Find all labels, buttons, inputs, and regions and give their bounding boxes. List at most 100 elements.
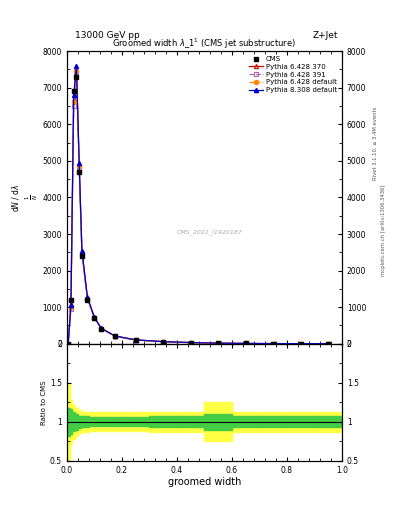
Pythia 8.308 default <box>113 333 118 339</box>
CMS <box>133 337 138 343</box>
Pythia 8.308 default <box>72 92 76 98</box>
CMS <box>113 333 118 339</box>
Pythia 6.428 370 <box>243 340 248 347</box>
Pythia 6.428 default <box>85 296 90 302</box>
Text: mcplots.cern.ch [arXiv:1306.3436]: mcplots.cern.ch [arXiv:1306.3436] <box>381 185 386 276</box>
Pythia 6.428 default <box>326 340 331 347</box>
Pythia 6.428 370 <box>99 325 104 331</box>
Text: 13000 GeV pp: 13000 GeV pp <box>75 31 140 40</box>
Pythia 6.428 391 <box>298 340 303 347</box>
Pythia 6.428 default <box>188 339 193 346</box>
Line: Pythia 6.428 391: Pythia 6.428 391 <box>66 71 330 346</box>
Line: Pythia 8.308 default: Pythia 8.308 default <box>66 64 330 346</box>
Pythia 6.428 391 <box>79 251 84 257</box>
Pythia 6.428 391 <box>68 306 73 312</box>
Pythia 6.428 370 <box>77 161 82 167</box>
Pythia 6.428 370 <box>79 249 84 255</box>
Pythia 6.428 370 <box>188 339 193 346</box>
CMS <box>161 339 165 345</box>
Pythia 6.428 391 <box>216 340 220 346</box>
Text: Rivet 3.1.10, ≥ 3.4M events: Rivet 3.1.10, ≥ 3.4M events <box>373 106 378 180</box>
Pythia 8.308 default <box>216 340 220 346</box>
Pythia 6.428 default <box>68 304 73 310</box>
CMS <box>92 315 97 321</box>
Legend: CMS, Pythia 6.428 370, Pythia 6.428 391, Pythia 6.428 default, Pythia 8.308 defa: CMS, Pythia 6.428 370, Pythia 6.428 391,… <box>248 55 338 94</box>
Pythia 6.428 370 <box>72 96 76 102</box>
Pythia 8.308 default <box>133 337 138 343</box>
Text: Z+Jet: Z+Jet <box>312 31 338 40</box>
Pythia 8.308 default <box>298 340 303 347</box>
Pythia 6.428 370 <box>85 295 90 301</box>
Pythia 8.308 default <box>326 340 331 347</box>
Pythia 6.428 391 <box>74 70 79 76</box>
Pythia 6.428 370 <box>271 340 275 347</box>
Pythia 6.428 default <box>92 314 97 321</box>
Pythia 8.308 default <box>271 340 275 347</box>
Pythia 6.428 default <box>161 338 165 345</box>
Y-axis label: $\mathrm{d}N$ / $\mathrm{d}\lambda$
$\frac{1}{N}$: $\mathrm{d}N$ / $\mathrm{d}\lambda$ $\fr… <box>10 183 40 212</box>
Line: Pythia 6.428 370: Pythia 6.428 370 <box>66 68 330 346</box>
Pythia 6.428 391 <box>92 315 97 321</box>
Pythia 8.308 default <box>74 63 79 69</box>
Pythia 6.428 391 <box>72 103 76 109</box>
CMS <box>72 89 76 95</box>
Pythia 6.428 default <box>216 340 220 346</box>
Pythia 6.428 default <box>66 340 71 347</box>
Pythia 6.428 370 <box>326 340 331 347</box>
Pythia 8.308 default <box>99 325 104 331</box>
Pythia 6.428 391 <box>326 340 331 347</box>
Pythia 8.308 default <box>66 340 71 347</box>
Pythia 6.428 370 <box>298 340 303 347</box>
Pythia 6.428 391 <box>243 340 248 347</box>
Pythia 6.428 default <box>113 333 118 339</box>
CMS <box>326 340 331 347</box>
Pythia 6.428 370 <box>216 340 220 346</box>
Pythia 6.428 default <box>271 340 275 347</box>
Pythia 6.428 370 <box>133 337 138 343</box>
Pythia 6.428 default <box>243 340 248 347</box>
Pythia 6.428 391 <box>133 337 138 343</box>
Pythia 6.428 391 <box>77 165 82 172</box>
CMS <box>298 340 303 347</box>
Pythia 6.428 370 <box>66 340 71 347</box>
Pythia 6.428 default <box>133 337 138 343</box>
CMS <box>188 339 193 346</box>
Pythia 6.428 370 <box>113 333 118 339</box>
Pythia 6.428 default <box>79 250 84 256</box>
Pythia 6.428 default <box>298 340 303 347</box>
Pythia 6.428 default <box>77 163 82 169</box>
Line: CMS: CMS <box>66 75 330 346</box>
X-axis label: groomed width: groomed width <box>168 477 241 487</box>
Pythia 6.428 391 <box>113 333 118 339</box>
CMS <box>216 340 220 346</box>
Pythia 8.308 default <box>243 340 248 347</box>
Pythia 6.428 370 <box>68 301 73 307</box>
Y-axis label: Ratio to CMS: Ratio to CMS <box>41 380 47 424</box>
Pythia 8.308 default <box>79 247 84 253</box>
CMS <box>243 340 248 347</box>
Pythia 8.308 default <box>77 160 82 166</box>
Pythia 6.428 391 <box>99 326 104 332</box>
Title: Groomed width $\lambda\_1^1$ (CMS jet substructure): Groomed width $\lambda\_1^1$ (CMS jet su… <box>112 37 296 51</box>
Pythia 6.428 default <box>99 326 104 332</box>
Pythia 6.428 391 <box>188 339 193 346</box>
Pythia 6.428 391 <box>66 340 71 347</box>
Text: CMS_2021_I1920187: CMS_2021_I1920187 <box>177 230 243 236</box>
CMS <box>74 74 79 80</box>
Pythia 6.428 370 <box>161 338 165 345</box>
CMS <box>79 253 84 259</box>
CMS <box>77 169 82 175</box>
CMS <box>271 340 275 347</box>
CMS <box>99 326 104 332</box>
Pythia 8.308 default <box>161 338 165 345</box>
Pythia 8.308 default <box>85 294 90 301</box>
Pythia 8.308 default <box>68 302 73 308</box>
CMS <box>66 340 71 347</box>
Pythia 6.428 370 <box>92 314 97 321</box>
Line: Pythia 6.428 default: Pythia 6.428 default <box>66 69 330 346</box>
Pythia 6.428 default <box>72 99 76 105</box>
CMS <box>85 297 90 303</box>
CMS <box>68 297 73 303</box>
Pythia 6.428 391 <box>85 296 90 302</box>
Pythia 6.428 391 <box>271 340 275 347</box>
